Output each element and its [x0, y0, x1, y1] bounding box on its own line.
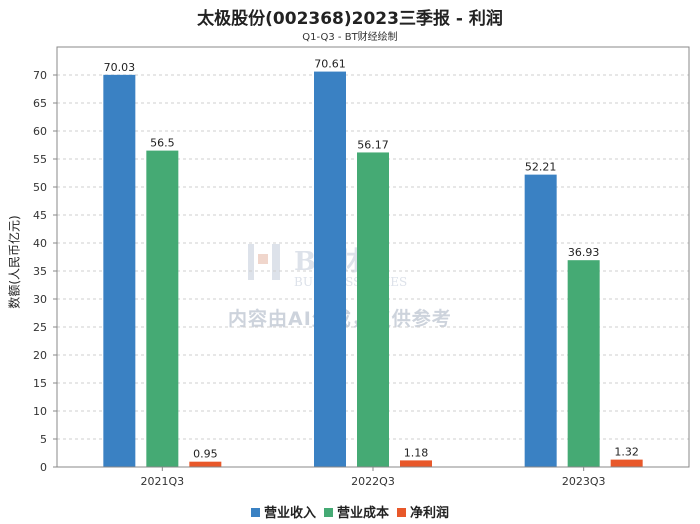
y-tick-label: 25	[33, 321, 47, 334]
bar	[400, 460, 432, 467]
data-label: 56.5	[150, 137, 175, 150]
legend: 营业收入 营业成本 净利润	[0, 502, 700, 521]
bar	[610, 459, 643, 467]
bars	[103, 71, 643, 468]
data-label: 70.03	[104, 61, 136, 74]
bar	[314, 71, 346, 468]
data-label: 1.18	[404, 446, 429, 459]
y-tick-label: 20	[33, 349, 47, 362]
data-label: 0.95	[193, 448, 218, 461]
y-tick-label: 30	[33, 293, 47, 306]
y-tick-label: 5	[40, 433, 47, 446]
y-tick-label: 0	[40, 461, 47, 474]
y-tick-label: 50	[33, 181, 47, 194]
bar	[567, 260, 600, 467]
y-tick-label: 70	[33, 69, 47, 82]
x-tick-label: 2022Q3	[351, 475, 395, 488]
bar	[189, 461, 222, 467]
x-axis-ticks: 2021Q3 2022Q3 2023Q3	[141, 467, 606, 488]
y-tick-label: 15	[33, 377, 47, 390]
bar	[146, 150, 179, 467]
bar	[524, 174, 557, 467]
legend-swatch	[250, 508, 260, 517]
data-label: 52.21	[525, 161, 557, 174]
y-tick-label: 45	[33, 209, 47, 222]
legend-item: 营业收入	[250, 502, 316, 521]
data-label: 36.93	[568, 246, 600, 259]
legend-label: 净利润	[410, 506, 450, 521]
y-tick-label: 60	[33, 125, 47, 138]
y-axis-ticks: 0 5 10 15 20 25 30 35 40 45 50 55 60 65 70	[33, 69, 57, 474]
y-tick-label: 35	[33, 265, 47, 278]
y-tick-label: 10	[33, 405, 47, 418]
chart-subtitle: Q1-Q3 - BT财经绘制	[302, 32, 398, 43]
legend-label: 营业收入	[263, 506, 316, 521]
x-tick-label: 2021Q3	[141, 475, 185, 488]
data-label: 70.61	[314, 58, 346, 71]
chart-title: 太极股份(002368)2023三季报 - 利润	[197, 9, 503, 29]
bar	[103, 74, 136, 467]
legend-item: 营业成本	[323, 502, 389, 521]
legend-label: 营业成本	[336, 506, 389, 521]
y-tick-label: 40	[33, 237, 47, 250]
bar-chart: 0 5 10 15 20 25 30 35 40 45 50 55 60 65 70 70.03 56.5 0.…	[33, 46, 690, 488]
legend-swatch	[323, 508, 333, 517]
y-tick-label: 55	[33, 153, 47, 166]
x-tick-label: 2023Q3	[562, 475, 606, 488]
data-label: 1.32	[614, 446, 639, 459]
y-tick-label: 65	[33, 97, 47, 110]
data-label: 56.17	[357, 138, 389, 151]
bar	[357, 152, 389, 467]
plot-frame	[56, 46, 690, 468]
legend-item: 净利润	[397, 502, 449, 521]
data-labels: 70.03 56.5 0.95 70.61 56.17 1.18 52.21 36.93 1.3…	[104, 58, 639, 461]
legend-swatch	[397, 508, 406, 517]
